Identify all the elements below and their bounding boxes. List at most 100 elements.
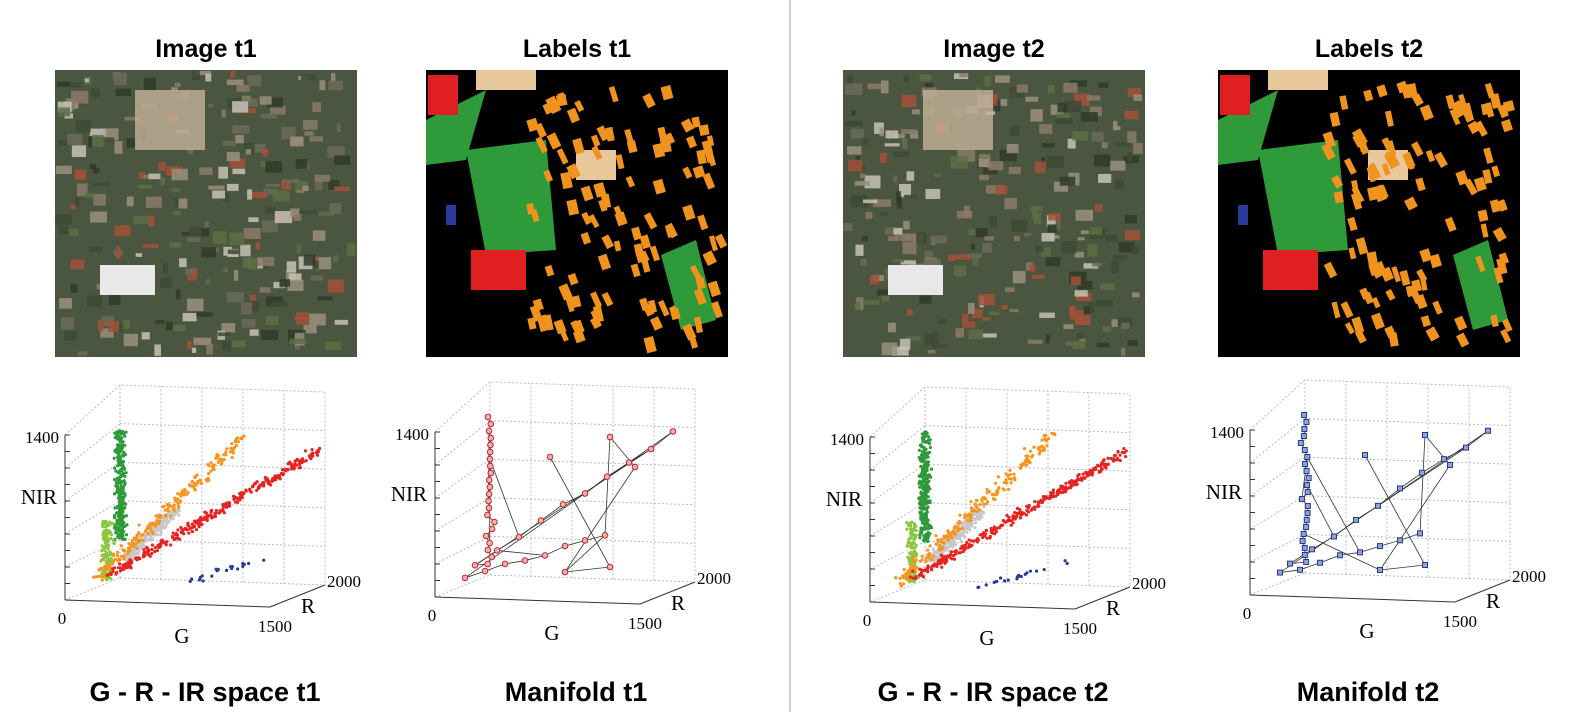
point: [926, 564, 930, 569]
image-patch: [330, 73, 336, 82]
image-patch: [226, 151, 240, 162]
label-building: [1351, 186, 1365, 204]
point: [112, 492, 117, 496]
image-patch: [1013, 235, 1020, 241]
grid: [1249, 418, 1306, 464]
image-patch: [290, 136, 303, 146]
point: [191, 480, 195, 484]
x-tick-label: 1500: [1443, 612, 1477, 631]
image-patch: [1095, 300, 1113, 307]
node: [541, 552, 549, 559]
point: [121, 440, 125, 444]
point: [106, 544, 111, 548]
grid: [434, 535, 491, 565]
image-patch: [979, 174, 989, 181]
image-patch: [229, 232, 245, 246]
point: [117, 526, 121, 530]
point: [177, 537, 181, 541]
image-patch: [947, 255, 955, 262]
image-patch: [334, 319, 349, 325]
point: [969, 506, 973, 510]
point: [186, 523, 190, 527]
point: [984, 583, 988, 587]
point: [157, 543, 162, 547]
point: [932, 562, 937, 566]
label-map: [426, 70, 728, 357]
image-patch: [847, 146, 862, 155]
point: [187, 483, 192, 487]
label-building: [631, 226, 642, 241]
x-tick-label: 0: [863, 611, 872, 630]
point: [968, 519, 973, 523]
node: [1422, 562, 1428, 568]
point: [963, 513, 967, 517]
point: [117, 520, 121, 525]
image-patch: [1096, 342, 1110, 348]
label-building: [1363, 89, 1374, 102]
image-patch: [205, 73, 212, 82]
image-patch: [1106, 234, 1118, 242]
point: [118, 457, 122, 461]
label-building: [570, 295, 582, 309]
image-patch: [154, 344, 161, 356]
point: [923, 471, 927, 475]
point: [117, 471, 121, 475]
image-patch: [1016, 84, 1028, 93]
image-patch: [70, 259, 85, 270]
image-patch: [247, 257, 262, 270]
point: [916, 575, 921, 580]
image-patch: [1041, 232, 1055, 242]
image-patch: [880, 80, 889, 94]
label-map: [1218, 70, 1520, 357]
point: [121, 548, 125, 552]
point: [99, 574, 103, 578]
image-patch: [318, 211, 334, 216]
image-patch: [855, 244, 864, 256]
point: [1002, 488, 1006, 492]
image-patch: [955, 328, 965, 338]
node: [486, 539, 493, 547]
image-patch: [903, 194, 917, 198]
image-patch: [259, 287, 271, 293]
point: [230, 456, 234, 460]
image-patch: [911, 109, 920, 115]
point: [129, 561, 134, 565]
image-patch: [1088, 301, 1095, 314]
point: [934, 533, 938, 538]
label-building: [711, 301, 723, 319]
image-patch: [1114, 179, 1125, 190]
point: [1015, 511, 1019, 515]
point: [134, 538, 139, 542]
point: [123, 502, 127, 506]
point: [112, 516, 117, 520]
label-building: [574, 319, 585, 334]
x-axis-label: G: [544, 621, 559, 645]
image-patch: [876, 289, 889, 296]
image-patch: [247, 75, 262, 87]
point: [1018, 516, 1023, 520]
image-patch: [968, 229, 976, 236]
image-patch: [901, 138, 908, 149]
point: [123, 524, 127, 529]
image-patch: [967, 253, 982, 258]
point: [1006, 487, 1011, 491]
image-patch: [315, 257, 332, 270]
point: [958, 534, 962, 538]
image-patch: [108, 294, 121, 306]
label-building: [1496, 257, 1508, 275]
image-patch: [1034, 161, 1046, 173]
point: [111, 559, 115, 563]
label-building: [1434, 151, 1448, 168]
point: [129, 566, 133, 570]
image-patch: [126, 138, 136, 148]
point: [123, 551, 127, 555]
label-building: [1475, 255, 1486, 273]
point: [973, 525, 977, 530]
point: [176, 492, 180, 496]
point: [190, 530, 195, 534]
label-building: [1371, 312, 1385, 330]
image-patch: [923, 259, 941, 267]
point: [176, 497, 180, 501]
point: [920, 475, 924, 479]
grid: [434, 458, 491, 499]
